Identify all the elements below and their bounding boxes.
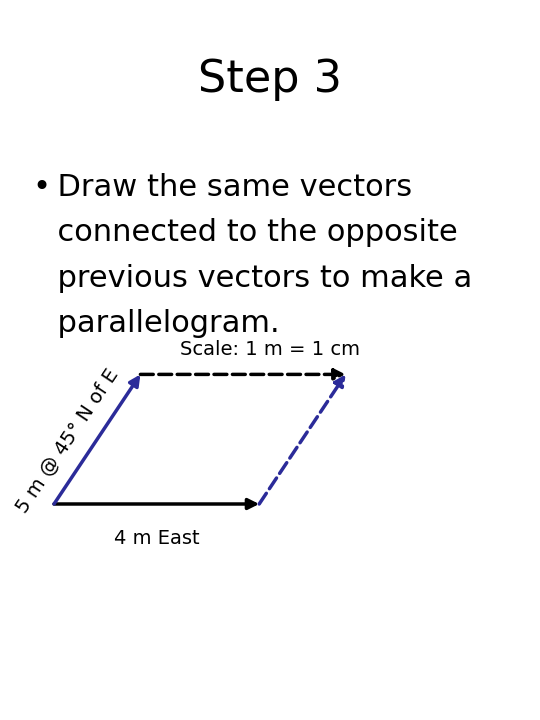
Text: •: • xyxy=(32,173,51,202)
Text: Step 3: Step 3 xyxy=(198,58,342,101)
Text: Draw the same vectors: Draw the same vectors xyxy=(38,173,412,202)
Text: 5 m @ 45° N of E: 5 m @ 45° N of E xyxy=(13,366,123,517)
Text: Scale: 1 m = 1 cm: Scale: 1 m = 1 cm xyxy=(180,340,360,359)
Text: parallelogram.: parallelogram. xyxy=(38,309,279,338)
FancyArrowPatch shape xyxy=(54,377,138,504)
Text: connected to the opposite: connected to the opposite xyxy=(38,218,457,247)
FancyArrowPatch shape xyxy=(140,370,342,379)
FancyArrowPatch shape xyxy=(259,377,343,504)
Text: previous vectors to make a: previous vectors to make a xyxy=(38,264,472,292)
FancyArrowPatch shape xyxy=(54,500,255,508)
Text: 4 m East: 4 m East xyxy=(114,529,199,548)
